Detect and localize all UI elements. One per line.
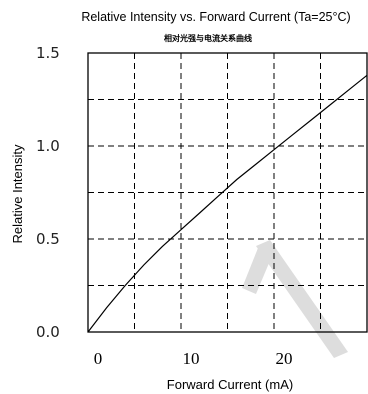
watermark	[242, 240, 348, 358]
series-line	[87, 74, 368, 333]
y-axis-label: Relative Intensity	[10, 144, 25, 243]
y-tick-label: 0.0	[36, 323, 60, 341]
chart-subtitle: 相对光强与电流关系曲线	[164, 33, 252, 43]
watermark-stroke-long	[256, 240, 348, 358]
chart-title: Relative Intensity vs. Forward Current (…	[81, 10, 350, 24]
x-tick-label: 0	[94, 349, 103, 368]
x-tick-label: 10	[183, 349, 200, 368]
y-tick-label: 1.5	[36, 44, 60, 62]
x-tick-labels: 0102030	[94, 349, 293, 368]
x-tick-label: 20	[276, 349, 293, 368]
watermark-stroke-short	[242, 248, 272, 294]
plot-frame	[87, 52, 368, 333]
grid	[88, 53, 367, 332]
y-tick-labels: 0.0 0.5 1.0 1.5	[36, 44, 60, 341]
x-axis-label: Forward Current (mA)	[167, 377, 293, 392]
y-tick-label: 0.5	[36, 230, 60, 248]
y-tick-label: 1.0	[36, 137, 60, 155]
